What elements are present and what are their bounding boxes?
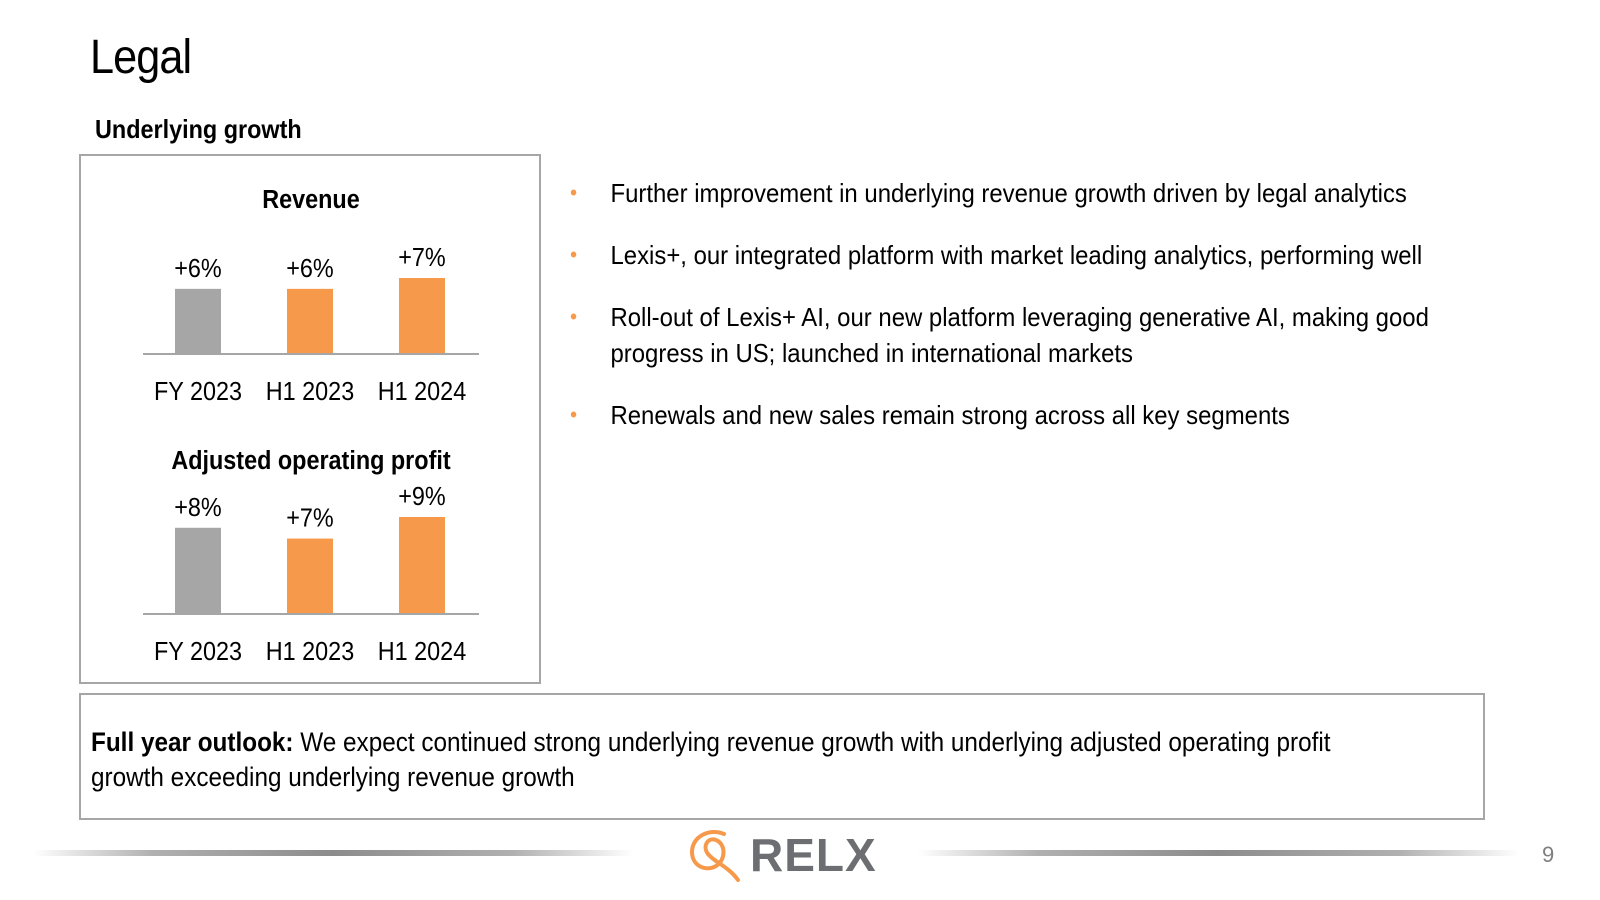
chart-bar bbox=[175, 527, 221, 614]
relx-logo: RELX bbox=[686, 826, 876, 882]
outlook-label: Full year outlook: bbox=[91, 727, 294, 757]
bullet-item: • Lexis+, our integrated platform with m… bbox=[570, 237, 1484, 273]
charts-svg: Revenue +6% FY 2023 +6% H1 2023 +7% H1 2024 Adj… bbox=[143, 186, 479, 666]
bullet-text: Lexis+, our integrated platform with mar… bbox=[610, 240, 1423, 270]
data-label: +9% bbox=[398, 483, 445, 511]
bullet-item: • Roll-out of Lexis+ AI, our new platfor… bbox=[570, 299, 1484, 371]
chart-bar bbox=[287, 288, 333, 354]
section-heading: Underlying growth bbox=[95, 114, 302, 144]
bullet-item: • Further improvement in underlying reve… bbox=[570, 175, 1484, 211]
data-label: +6% bbox=[286, 255, 333, 283]
outlook-body: We expect continued strong underlying re… bbox=[91, 727, 1331, 792]
category-label: FY 2023 bbox=[154, 378, 242, 406]
footer-divider-left bbox=[33, 850, 633, 856]
chart-bar bbox=[287, 538, 333, 614]
bullet-dot-icon: • bbox=[570, 180, 578, 205]
chart-bar bbox=[399, 278, 445, 354]
page-number: 9 bbox=[1542, 842, 1555, 867]
bullet-dot-icon: • bbox=[570, 402, 578, 427]
footer-divider-right bbox=[918, 850, 1518, 856]
outlook-box: Full year outlook: We expect continued s… bbox=[79, 693, 1485, 820]
outlook-text: Full year outlook: We expect continued s… bbox=[91, 725, 1396, 795]
data-label: +7% bbox=[286, 504, 333, 532]
bullet-item: • Renewals and new sales remain strong a… bbox=[570, 397, 1484, 433]
relx-wordmark: RELX bbox=[750, 829, 877, 881]
bullet-dot-icon: • bbox=[570, 242, 578, 267]
bullet-text: Roll-out of Lexis+ AI, our new platform … bbox=[610, 302, 1429, 368]
bullet-dot-icon: • bbox=[570, 304, 578, 329]
relx-r-logo-icon bbox=[689, 830, 740, 882]
data-label: +8% bbox=[174, 494, 221, 522]
chart-bar bbox=[175, 288, 221, 354]
chart-bar bbox=[399, 517, 445, 614]
bullet-list: • Further improvement in underlying reve… bbox=[570, 175, 1470, 459]
chart-title: Adjusted operating profit bbox=[171, 447, 450, 475]
category-label: H1 2024 bbox=[378, 638, 467, 666]
chart-panel: Revenue +6% FY 2023 +6% H1 2023 +7% H1 2024 Adj… bbox=[79, 154, 541, 684]
category-label: H1 2024 bbox=[378, 378, 467, 406]
bullet-text: Renewals and new sales remain strong acr… bbox=[610, 400, 1290, 430]
data-label: +7% bbox=[398, 244, 445, 272]
data-label: +6% bbox=[174, 255, 221, 283]
chart-title: Revenue bbox=[262, 186, 359, 214]
slide-title: Legal bbox=[90, 31, 192, 84]
category-label: FY 2023 bbox=[154, 638, 242, 666]
bullet-text: Further improvement in underlying revenu… bbox=[610, 178, 1407, 208]
category-label: H1 2023 bbox=[266, 378, 354, 406]
category-label: H1 2023 bbox=[266, 638, 354, 666]
